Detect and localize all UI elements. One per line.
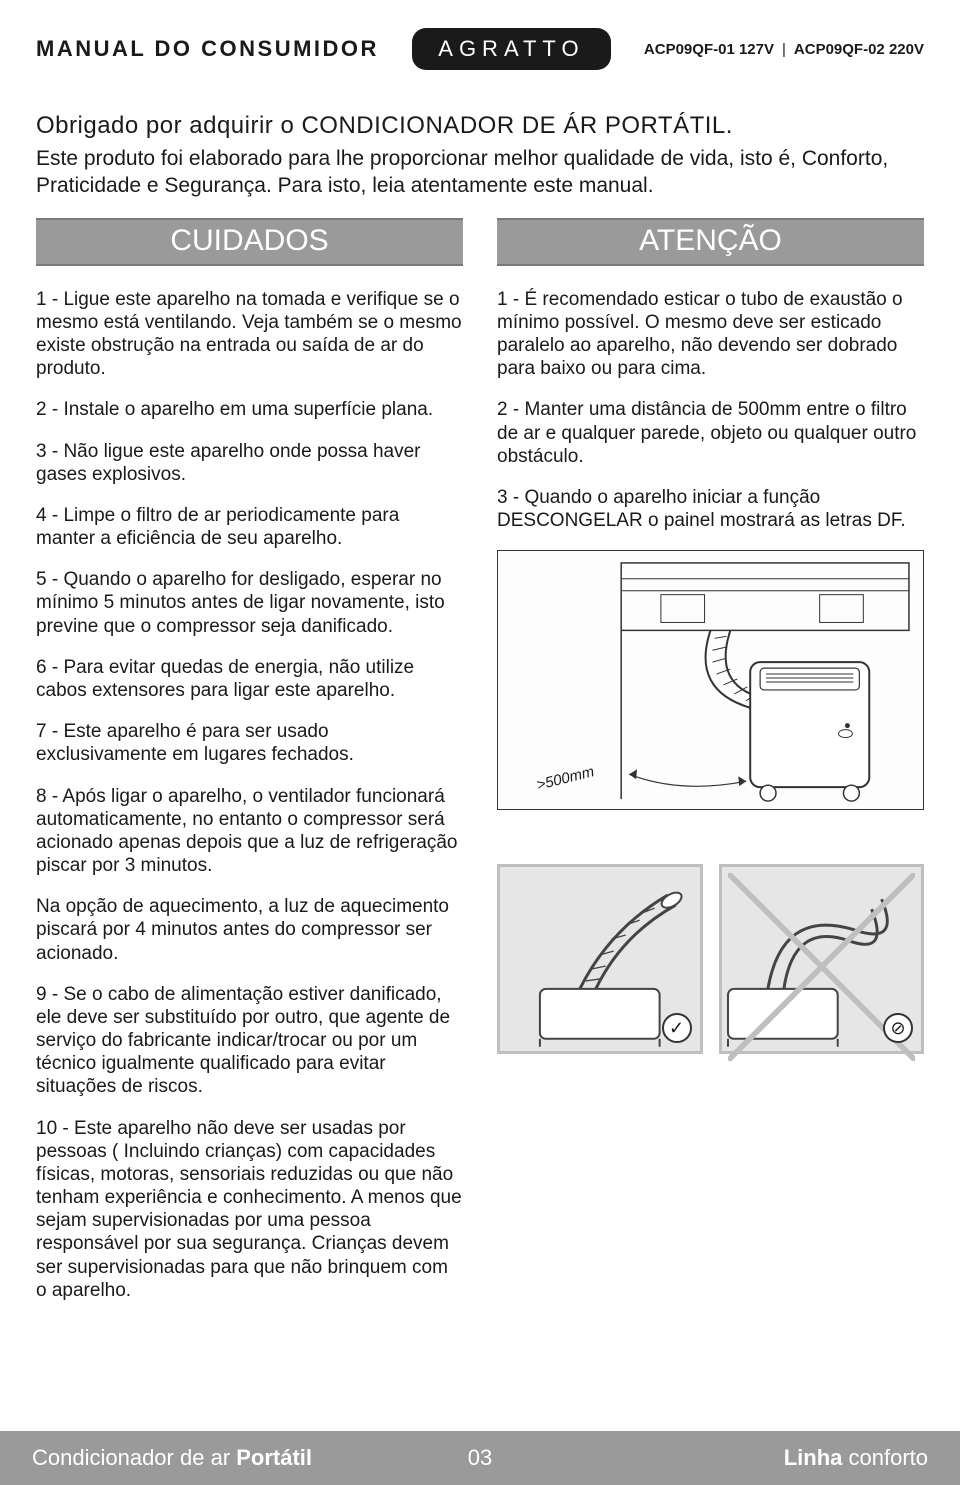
hose-wrong-thumb: ⊘ <box>719 864 925 1054</box>
footer-left-bold: Portátil <box>236 1445 312 1470</box>
model-code-2: ACP09QF-02 220V <box>794 41 924 58</box>
cuidados-item: 1 - Ligue este aparelho na tomada e veri… <box>36 288 463 381</box>
cuidados-item: Na opção de aquecimento, a luz de aqueci… <box>36 895 463 965</box>
atencao-item: 1 - É recomendado esticar o tubo de exau… <box>497 288 924 381</box>
separator: | <box>782 41 786 58</box>
cuidados-item: 2 - Instale o aparelho em uma superfície… <box>36 398 463 421</box>
footer-right-suffix: conforto <box>842 1445 928 1470</box>
content-columns: CUIDADOS 1 - Ligue este aparelho na toma… <box>36 218 924 1320</box>
brand-badge: AGRATTO <box>412 28 610 70</box>
footer-right: Linha conforto <box>784 1445 928 1471</box>
hose-position-thumbs: ✓ ⊘ <box>497 864 924 1054</box>
cuidados-item: 5 - Quando o aparelho for desligado, esp… <box>36 568 463 638</box>
cuidados-item: 9 - Se o cabo de alimentação estiver dan… <box>36 983 463 1099</box>
column-atencao: ATENÇÃO 1 - É recomendado esticar o tubo… <box>497 218 924 1320</box>
footer-right-bold: Linha <box>784 1445 843 1470</box>
page-header: MANUAL DO CONSUMIDOR AGRATTO ACP09QF-01 … <box>36 28 924 70</box>
atencao-heading: ATENÇÃO <box>497 218 924 266</box>
column-cuidados: CUIDADOS 1 - Ligue este aparelho na toma… <box>36 218 463 1320</box>
cuidados-item: 6 - Para evitar quedas de energia, não u… <box>36 656 463 702</box>
page-number: 03 <box>468 1445 492 1471</box>
page-footer: Condicionador de ar Portátil 03 Linha co… <box>0 1431 960 1485</box>
manual-title: MANUAL DO CONSUMIDOR <box>36 36 379 62</box>
hose-correct-thumb: ✓ <box>497 864 703 1054</box>
cuidados-item: 8 - Após ligar o aparelho, o ventilador … <box>36 785 463 878</box>
cuidados-item: 10 - Este aparelho não deve ser usadas p… <box>36 1117 463 1302</box>
cuidados-heading: CUIDADOS <box>36 218 463 266</box>
cuidados-item: 7 - Este aparelho é para ser usado exclu… <box>36 720 463 766</box>
atencao-item: 2 - Manter uma distância de 500mm entre … <box>497 398 924 468</box>
installation-diagram: >500mm <box>497 550 924 810</box>
model-codes: ACP09QF-01 127V | ACP09QF-02 220V <box>644 41 924 58</box>
cuidados-item: 3 - Não ligue este aparelho onde possa h… <box>36 440 463 486</box>
atencao-body: 1 - É recomendado esticar o tubo de exau… <box>497 288 924 533</box>
check-icon: ✓ <box>662 1013 692 1043</box>
intro-body: Este produto foi elaborado para lhe prop… <box>36 146 924 200</box>
cuidados-body: 1 - Ligue este aparelho na tomada e veri… <box>36 288 463 1302</box>
cuidados-item: 4 - Limpe o filtro de ar periodicamente … <box>36 504 463 550</box>
footer-left: Condicionador de ar Portátil <box>32 1445 312 1471</box>
intro-title: Obrigado por adquirir o CONDICIONADOR DE… <box>36 112 924 140</box>
footer-left-prefix: Condicionador de ar <box>32 1445 236 1470</box>
atencao-item: 3 - Quando o aparelho iniciar a função D… <box>497 486 924 532</box>
model-code-1: ACP09QF-01 127V <box>644 41 774 58</box>
